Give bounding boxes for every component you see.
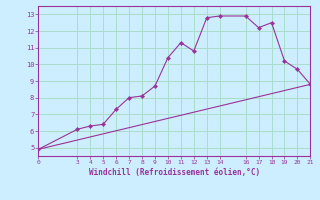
X-axis label: Windchill (Refroidissement éolien,°C): Windchill (Refroidissement éolien,°C) [89,168,260,177]
